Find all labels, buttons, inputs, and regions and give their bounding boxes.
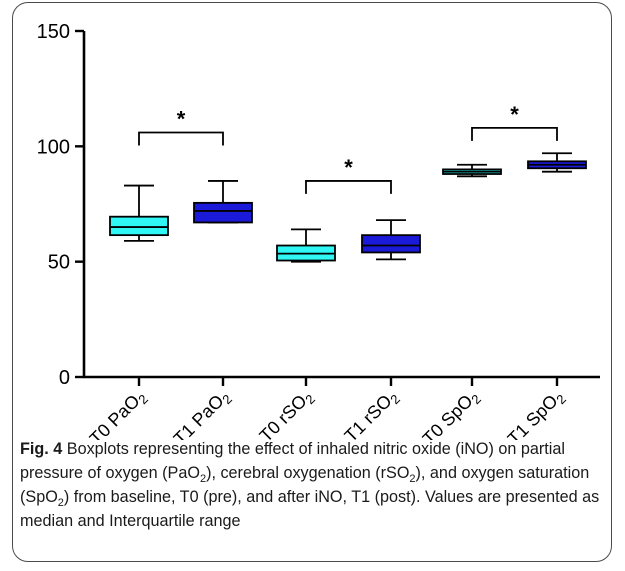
figure-caption: Fig. 4 Boxplots representing the effect …	[20, 437, 610, 533]
significance-bracket	[305, 180, 392, 194]
x-tick-label: T1 SpO2	[504, 386, 569, 440]
significance-label: *	[344, 155, 353, 180]
x-tick-label-base: T0 rSO	[256, 391, 311, 440]
x-tick-label-base: T1 PaO	[170, 391, 228, 440]
x-tick-label: T0 rSO2	[256, 386, 318, 440]
significance-label: *	[510, 102, 519, 127]
significance-bracket	[471, 126, 558, 141]
x-tick-label: T1 rSO2	[341, 386, 403, 440]
x-tick-label: T0 PaO2	[86, 386, 151, 440]
caption-subscript: 2	[199, 473, 207, 486]
caption-text: Boxplots representing the effect of inha…	[20, 440, 599, 530]
box-iqr	[361, 234, 421, 254]
figure-frame	[12, 2, 612, 562]
x-tick-label-base: T0 PaO	[86, 391, 144, 440]
caption-subscript: 2	[57, 497, 64, 510]
y-tick-label: 50	[48, 252, 70, 274]
x-tick-label: T0 SpO2	[419, 386, 484, 440]
caption-segment: Boxplots representing the effect of inha…	[20, 440, 565, 482]
caption-subscript: 2	[409, 473, 416, 486]
x-tick-label-base: T1 rSO	[341, 391, 396, 440]
figure-label: Fig. 4	[20, 440, 63, 458]
x-tick-label: T1 PaO2	[170, 386, 235, 440]
y-tick-label: 0	[59, 367, 70, 389]
x-tick-label-base: T0 SpO	[419, 391, 477, 440]
caption-segment: ), cerebral oxygenation (rSO	[206, 464, 410, 482]
box-iqr	[193, 201, 253, 224]
caption-segment: ), and oxygen saturation (SpO	[20, 464, 590, 506]
significance-bracket	[138, 131, 224, 146]
x-tick-label-base: T1 SpO	[504, 391, 562, 440]
y-tick-label: 100	[37, 136, 70, 158]
boxplot-chart: 0 50 100 150 T0 PaO2 T1 PaO2 T0 rSO2 T1 rSO2 T0 …	[37, 21, 600, 440]
caption-segment: ) from baseline, T0 (pre), and after iNO…	[20, 488, 600, 530]
significance-label: *	[177, 106, 186, 131]
y-tick-label: 150	[37, 21, 70, 43]
box-iqr	[109, 215, 169, 237]
